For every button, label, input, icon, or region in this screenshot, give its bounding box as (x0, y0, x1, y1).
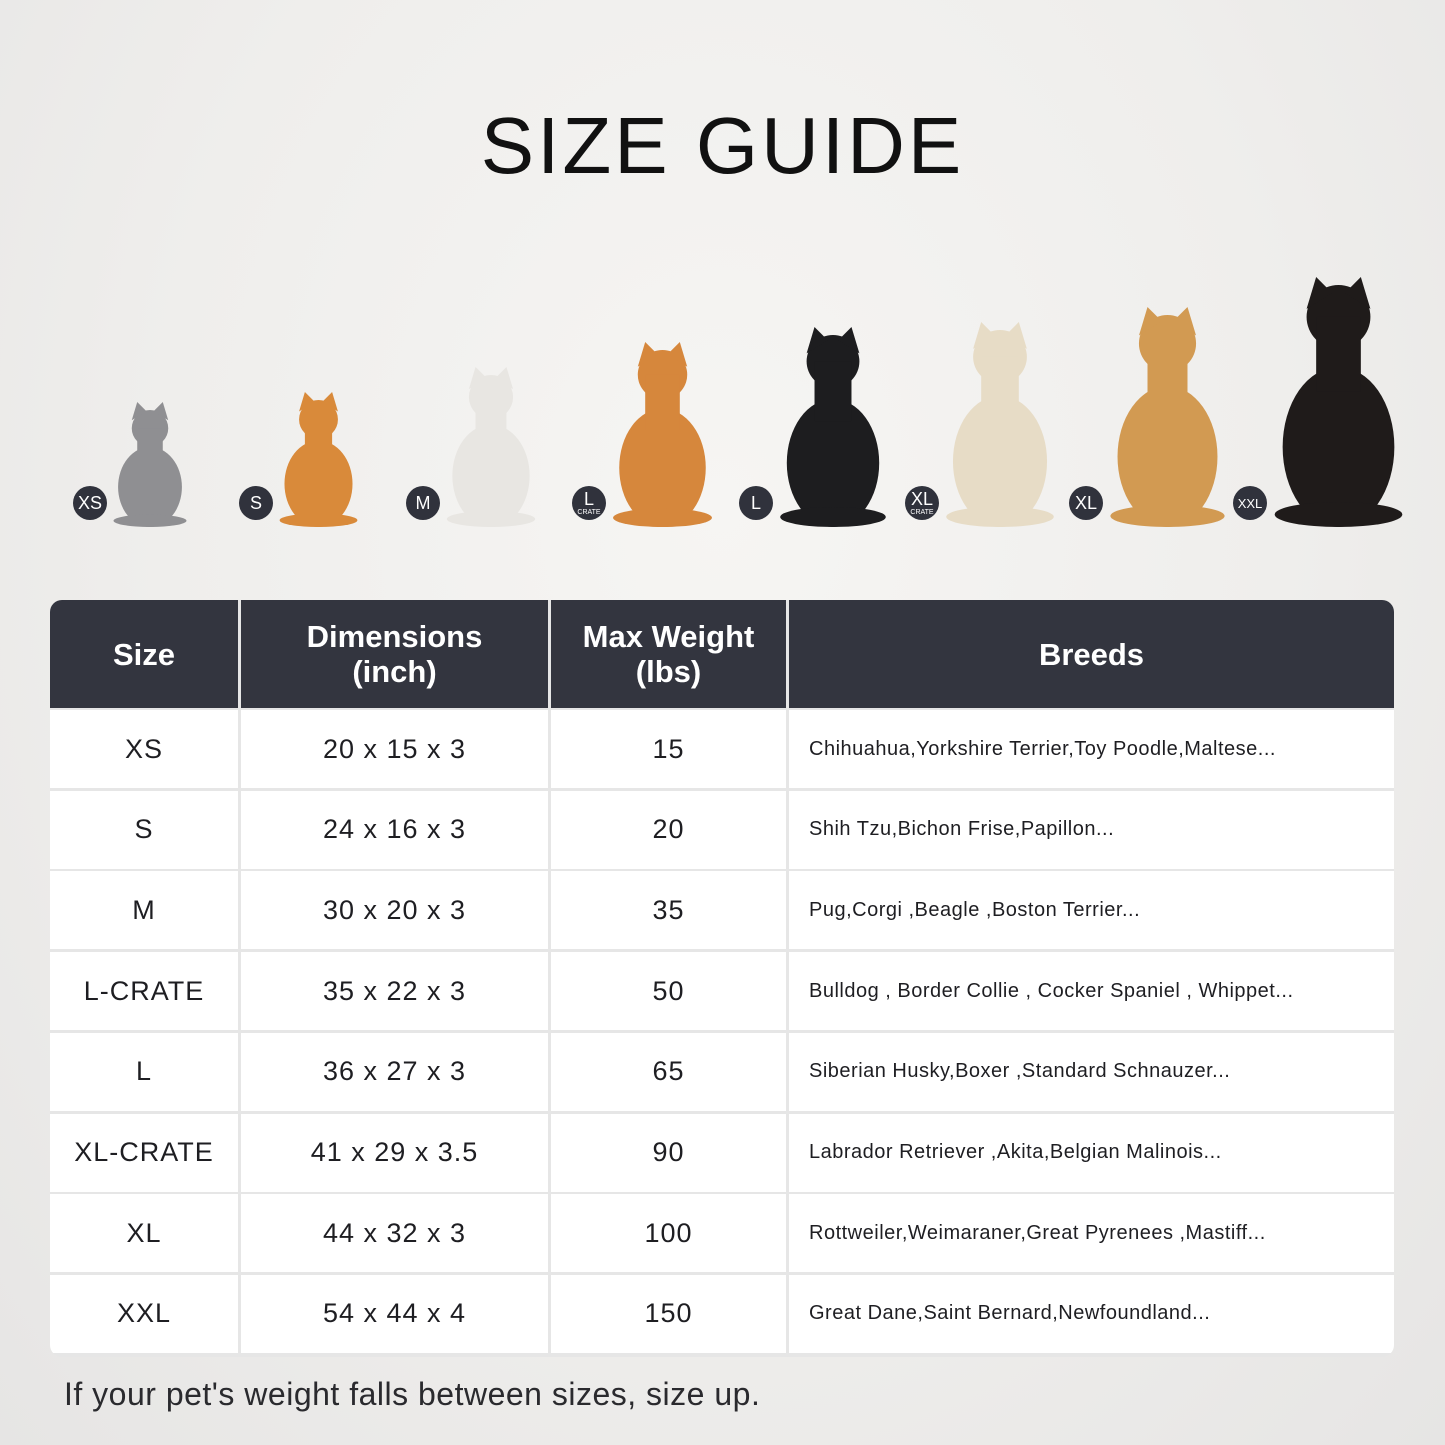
breeds-cell: Great Dane,Saint Bernard,Newfoundland... (789, 1274, 1394, 1353)
size-cell: XXL (50, 1274, 238, 1353)
french-bulldog-image (446, 367, 536, 527)
badge-label: XL (910, 489, 934, 509)
doberman-image (1274, 277, 1403, 527)
dimensions-cell: 54 x 44 x 4 (241, 1274, 548, 1353)
max-weight-cell: 150 (551, 1274, 786, 1353)
badge-label: L (583, 489, 594, 509)
max-weight-cell: 15 (551, 710, 786, 788)
dimensions-cell: 41 x 29 x 3.5 (241, 1113, 548, 1192)
table-row: M 30 x 20 x 3 35 Pug,Corgi ,Beagle ,Boston … (50, 871, 1394, 950)
table-header: Size Dimensions (inch) Max Weight (lbs) Br… (50, 600, 1394, 708)
size-cell: S (50, 790, 238, 869)
size-table: Size Dimensions (inch) Max Weight (lbs) Br… (50, 600, 1394, 1357)
size-badge: L CRATE (572, 486, 606, 520)
header-label: Size (112, 636, 176, 672)
dimensions-cell: 20 x 15 x 3 (241, 710, 548, 788)
sizing-note: If your pet's weight falls between sizes… (64, 1376, 761, 1412)
max-weight-cell: 100 (551, 1194, 786, 1273)
header-size: Size (50, 600, 238, 708)
dimensions-cell: 44 x 32 x 3 (241, 1194, 548, 1273)
max-weight-cell: 90 (551, 1113, 786, 1192)
table-row: XL-CRATE 41 x 29 x 3.5 90 Labrador Retrieve… (50, 1113, 1394, 1192)
size-badge: XL CRATE (905, 486, 939, 520)
breeds-cell: Siberian Husky,Boxer ,Standard Schnauzer… (789, 1032, 1394, 1111)
max-weight-cell: 65 (551, 1032, 786, 1111)
dimensions-cell: 35 x 22 x 3 (241, 952, 548, 1031)
size-badge: XL (1069, 486, 1103, 520)
dimensions-cell: 24 x 16 x 3 (241, 790, 548, 869)
border-collie-image (780, 327, 886, 527)
size-badge: S (239, 486, 273, 520)
table-row: XS 20 x 15 x 3 15 Chihuahua,Yorkshire Terri… (50, 710, 1394, 788)
size-badge: M (406, 486, 440, 520)
badge-label: L (750, 493, 761, 513)
dimensions-cell: 36 x 27 x 3 (241, 1032, 548, 1111)
table-row: XXL 54 x 44 x 4 150 Great Dane,Saint Bernar… (50, 1274, 1394, 1353)
header-breeds: Breeds (789, 600, 1394, 708)
breeds-cell: Rottweiler,Weimaraner,Great Pyrenees ,Ma… (789, 1194, 1394, 1273)
size-cell: L-CRATE (50, 952, 238, 1031)
shiba-inu-image (613, 342, 712, 527)
dimensions-cell: 30 x 20 x 3 (241, 871, 548, 950)
table-row: S 24 x 16 x 3 20 Shih Tzu,Bichon Frise,Papi… (50, 790, 1394, 869)
badge-label: XXL (1237, 495, 1263, 511)
header-unit: (inch) (352, 654, 437, 689)
header-label: Max Weight (582, 619, 755, 654)
size-badge: XS (73, 486, 107, 520)
breeds-cell: Labrador Retriever ,Akita,Belgian Malino… (789, 1113, 1394, 1192)
max-weight-cell: 50 (551, 952, 786, 1031)
header-label: Dimensions (306, 619, 483, 654)
badge-label: M (415, 493, 431, 513)
badge-label: S (249, 493, 262, 513)
page-title: SIZE GUIDE (480, 101, 965, 190)
size-cell: L (50, 1032, 238, 1111)
size-badge: XXL (1233, 486, 1267, 520)
size-cell: M (50, 871, 238, 950)
table-row: L-CRATE 35 x 22 x 3 50 Bulldog , Border Col… (50, 952, 1394, 1031)
header-max-weight: Max Weight (lbs) (551, 600, 786, 708)
breeds-cell: Chihuahua,Yorkshire Terrier,Toy Poodle,M… (789, 710, 1394, 788)
table-row: L 36 x 27 x 3 65 Siberian Husky,Boxer ,Stan… (50, 1032, 1394, 1111)
badge-label: XL (1074, 493, 1098, 513)
size-badge: L (739, 486, 773, 520)
size-cell: XS (50, 710, 238, 788)
pomeranian-image (279, 392, 358, 527)
max-weight-cell: 35 (551, 871, 786, 950)
table-row: XL 44 x 32 x 3 100 Rottweiler,Weimaraner,Gr… (50, 1194, 1394, 1273)
breeds-cell: Pug,Corgi ,Beagle ,Boston Terrier... (789, 871, 1394, 950)
golden-retriever-image (1110, 307, 1225, 527)
max-weight-cell: 20 (551, 790, 786, 869)
badge-sublabel: CRATE (577, 509, 601, 516)
size-cell: XL (50, 1194, 238, 1273)
header-dimensions: Dimensions (inch) (241, 600, 548, 708)
labrador-image (946, 322, 1054, 527)
badge-label: XS (77, 493, 102, 513)
badge-sublabel: CRATE (910, 509, 934, 516)
header-label: Breeds (1038, 636, 1145, 672)
cat-image (113, 402, 187, 527)
breeds-cell: Shih Tzu,Bichon Frise,Papillon... (789, 790, 1394, 869)
size-cell: XL-CRATE (50, 1113, 238, 1192)
breeds-cell: Bulldog , Border Collie , Cocker Spaniel… (789, 952, 1394, 1031)
header-unit: (lbs) (635, 654, 702, 689)
